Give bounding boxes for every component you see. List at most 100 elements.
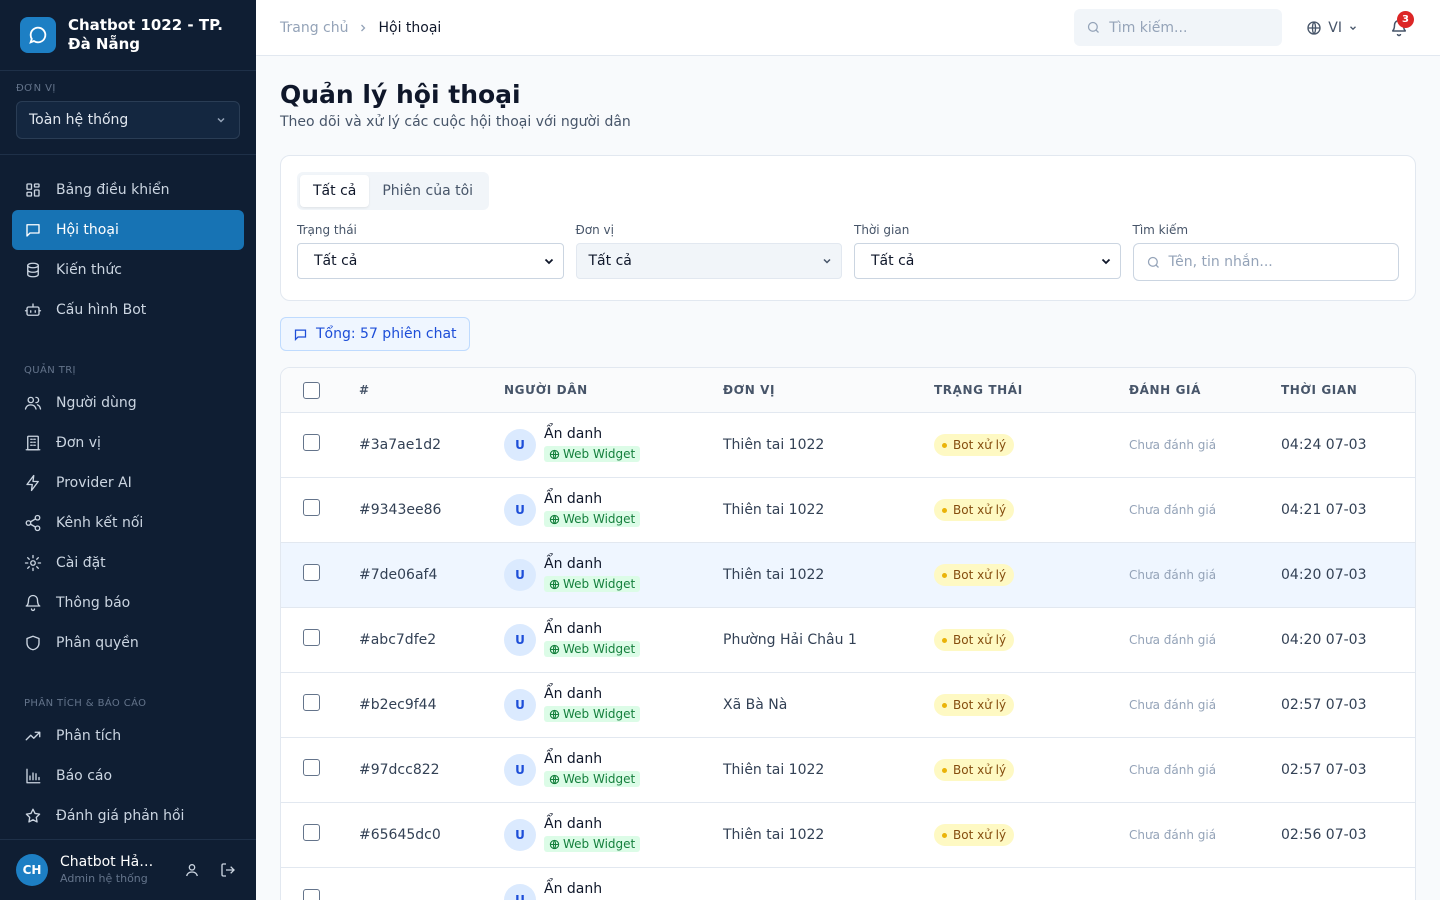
brand-name: Chatbot 1022 - TP. Đà Nẵng (68, 16, 224, 53)
sidebar-item-bell[interactable]: Thông báo (12, 583, 244, 623)
logout-button[interactable] (216, 858, 240, 882)
row-checkbox[interactable] (303, 499, 320, 516)
citizen-avatar: U (504, 559, 536, 591)
session-id: #7de06af4 (359, 567, 438, 583)
channel-label: Web Widget (563, 707, 636, 722)
notifications-button[interactable]: 3 (1382, 10, 1416, 45)
chevron-down-icon (217, 117, 225, 123)
header-id: # (359, 383, 370, 397)
rating-cell: Chưa đánh giá (1129, 698, 1217, 712)
sidebar-item-bot[interactable]: Cấu hình Bot (12, 290, 244, 330)
table-row[interactable]: #65645dc0 U Ẩn danh Web Widget Thiên tai… (281, 803, 1415, 868)
tab-my-sessions[interactable]: Phiên của tôi (382, 183, 474, 199)
search-filter-label: Tìm kiếm (1132, 223, 1189, 237)
row-checkbox[interactable] (303, 889, 320, 900)
header-citizen: NGƯỜI DÂN (504, 383, 588, 397)
sidebar-item-building[interactable]: Đơn vị (12, 423, 244, 463)
table-row[interactable]: #9343ee86 U Ẩn danh Web Widget Thiên tai… (281, 478, 1415, 543)
bar-chart-icon (26, 768, 41, 784)
status-filter: Trạng thái Tất cả (297, 223, 564, 281)
star-icon (25, 808, 41, 823)
sidebar-item-users[interactable]: Người dùng (12, 383, 244, 423)
table-row[interactable]: #97dcc822 U Ẩn danh Web Widget Thiên tai… (281, 738, 1415, 803)
status-dot (942, 507, 947, 513)
citizen-cell: U Ẩn danh Web Widget (504, 751, 723, 789)
chevron-down-icon (1101, 258, 1110, 265)
unit-select[interactable]: Toàn hệ thống (16, 101, 240, 139)
profile-button[interactable] (180, 858, 204, 882)
channel-label: Web Widget (563, 837, 636, 852)
row-checkbox[interactable] (303, 759, 320, 776)
time-filter-select[interactable]: Tất cả (854, 243, 1121, 279)
status-dot (942, 702, 947, 708)
global-search-input[interactable]: Tìm kiếm... (1074, 9, 1283, 46)
time-filter-value: Tất cả (871, 253, 915, 269)
session-id: #9343ee86 (359, 502, 442, 518)
citizen-avatar: U (504, 819, 536, 851)
table-body: #3a7ae1d2 U Ẩn danh Web Widget Thiên tai… (281, 413, 1415, 900)
sidebar-item-trend[interactable]: Phân tích (12, 716, 244, 756)
row-checkbox[interactable] (303, 434, 320, 451)
citizen-name: Ẩn danh (544, 491, 603, 508)
time-cell: 02:57 07-03 (1281, 762, 1367, 778)
table-row[interactable]: #3a7ae1d2 U Ẩn danh Web Widget Thiên tai… (281, 413, 1415, 478)
sidebar-item-gear[interactable]: Cài đặt (12, 543, 244, 583)
dashboard-icon (26, 183, 40, 197)
citizen-cell: U Ẩn danh Web Widget (504, 816, 723, 854)
unit-filter: Đơn vị Tất cả (575, 223, 842, 281)
sidebar-item-dashboard[interactable]: Bảng điều khiển (12, 170, 244, 210)
row-checkbox[interactable] (303, 824, 320, 841)
search-icon (1088, 21, 1100, 33)
logout-icon (221, 863, 235, 877)
nav-group-admin: QUẢN TRỊ (24, 365, 76, 376)
user-box: CH Chatbot Hải Châu Admin hệ thống (0, 839, 256, 900)
globe-icon (549, 839, 560, 849)
rating-cell: Chưa đánh giá (1129, 568, 1217, 582)
search-filter-input[interactable]: Tên, tin nhắn... (1132, 243, 1399, 281)
user-icon (186, 864, 198, 877)
global-search-placeholder: Tìm kiếm... (1109, 19, 1188, 36)
sidebar-item-bolt[interactable]: Provider AI (12, 463, 244, 503)
sidebar-item-shield[interactable]: Phân quyền (12, 623, 244, 663)
sidebar-item-star[interactable]: Đánh giá phản hồi (12, 796, 244, 836)
status-label: Bot xử lý (953, 438, 1007, 452)
session-id: #b2ec9f44 (359, 697, 437, 713)
status-badge: Bot xử lý (934, 824, 1015, 846)
table-row[interactable]: U Ẩn danh Web Widget (281, 868, 1415, 900)
globe-icon (549, 449, 560, 459)
citizen-avatar: U (504, 494, 536, 526)
sidebar-item-share[interactable]: Kênh kết nối (12, 503, 244, 543)
search-icon (1147, 256, 1159, 268)
unit-cell: Thiên tai 1022 (723, 567, 825, 583)
status-filter-select[interactable]: Tất cả (297, 243, 564, 279)
table-row[interactable]: #7de06af4 U Ẩn danh Web Widget Thiên tai… (281, 543, 1415, 608)
header-unit: ĐƠN VỊ (723, 383, 776, 397)
sidebar-item-label: Người dùng (56, 395, 137, 411)
citizen-name: Ẩn danh (544, 881, 603, 898)
page-title: Quản lý hội thoại (280, 80, 521, 109)
status-dot (942, 832, 947, 838)
breadcrumb-home[interactable]: Trang chủ (280, 19, 349, 36)
unit-filter-select[interactable]: Tất cả (575, 243, 842, 279)
language-selector[interactable]: VI (1300, 20, 1364, 36)
sidebar-item-database[interactable]: Kiến thức (12, 250, 244, 290)
sidebar-item-label: Cấu hình Bot (56, 302, 147, 318)
status-label: Bot xử lý (953, 698, 1007, 712)
sidebar-item-chat[interactable]: Hội thoại (12, 210, 244, 250)
select-all-checkbox[interactable] (303, 381, 320, 399)
tab-all[interactable]: Tất cả (300, 175, 370, 207)
avatar: CH (16, 854, 48, 886)
table-row[interactable]: #abc7dfe2 U Ẩn danh Web Widget Phường Hả… (281, 608, 1415, 673)
row-checkbox[interactable] (303, 694, 320, 711)
table-row[interactable]: #b2ec9f44 U Ẩn danh Web Widget Xã Bà Nà … (281, 673, 1415, 738)
time-filter-label: Thời gian (854, 223, 910, 237)
sidebar: Chatbot 1022 - TP. Đà Nẵng ĐƠN VỊ Toàn h… (0, 0, 256, 900)
row-checkbox[interactable] (303, 564, 320, 581)
session-id: #97dcc822 (359, 762, 440, 778)
sidebar-item-bar-chart[interactable]: Báo cáo (12, 756, 244, 796)
citizen-cell: U Ẩn danh Web Widget (504, 426, 723, 464)
notification-count-badge: 3 (1397, 10, 1414, 28)
row-checkbox[interactable] (303, 629, 320, 646)
channel-badge: Web Widget (544, 576, 641, 593)
sidebar-item-label: Báo cáo (56, 768, 113, 784)
